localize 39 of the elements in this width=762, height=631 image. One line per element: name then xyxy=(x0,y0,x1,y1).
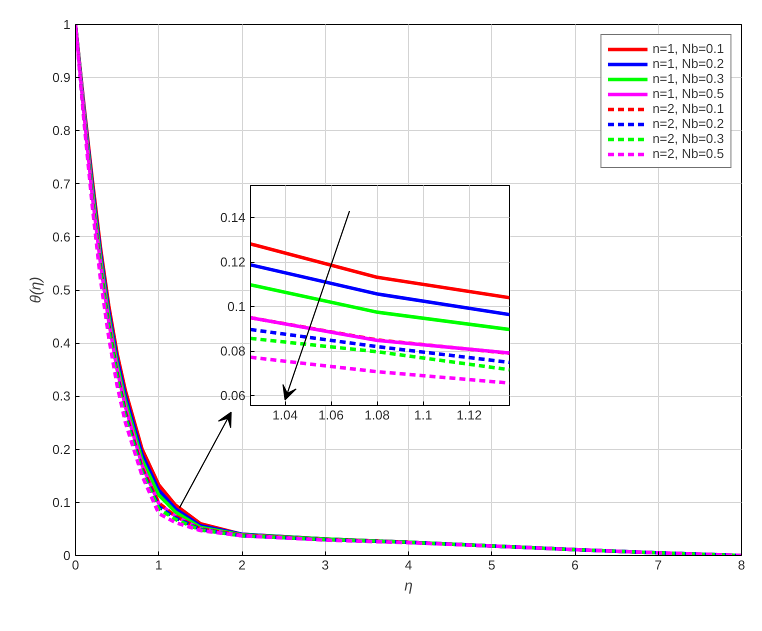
legend-label: n=1, Nb=0.2 xyxy=(652,56,724,71)
legend-label: n=2, Nb=0.3 xyxy=(652,131,724,146)
legend-label: n=1, Nb=0.5 xyxy=(652,86,724,101)
x-tick-label: 1.06 xyxy=(318,408,344,422)
y-tick-label: 0.1 xyxy=(52,494,71,510)
y-tick-label: 0.4 xyxy=(52,336,71,351)
x-tick-label: 5 xyxy=(488,558,496,572)
x-tick-label: 6 xyxy=(571,558,579,572)
y-tick-label: 0.5 xyxy=(52,282,71,298)
y-tick-label: 0 xyxy=(63,548,71,563)
y-tick-label: 0.2 xyxy=(52,442,71,457)
legend-label: n=2, Nb=0.5 xyxy=(652,146,724,161)
y-tick-label: 1 xyxy=(63,17,71,32)
y-tick-label: 0.6 xyxy=(52,229,71,244)
legend-label: n=2, Nb=0.1 xyxy=(652,101,724,116)
x-tick-label: 1.08 xyxy=(364,408,390,422)
y-tick-label: 0.8 xyxy=(52,123,71,138)
x-tick-label: 1.12 xyxy=(456,408,482,422)
y-axis-title: θ(η) xyxy=(27,276,44,304)
x-axis-title: η xyxy=(404,578,413,594)
x-tick-label: 3 xyxy=(322,558,329,572)
y-tick-label: 0.14 xyxy=(220,210,246,226)
legend-label: n=2, Nb=0.2 xyxy=(652,116,724,131)
x-tick-label: 1.1 xyxy=(414,408,432,422)
x-tick-label: 4 xyxy=(404,558,412,572)
y-tick-label: 0.12 xyxy=(220,254,246,270)
y-tick-label: 0.3 xyxy=(52,388,71,404)
y-tick-label: 0.1 xyxy=(227,299,246,314)
y-tick-label: 0.9 xyxy=(52,70,71,86)
x-tick-label: 2 xyxy=(238,558,246,572)
y-tick-label: 0.08 xyxy=(220,344,246,359)
x-tick-label: 7 xyxy=(654,558,662,572)
legend-label: n=1, Nb=0.1 xyxy=(652,41,724,56)
y-tick-label: 0.7 xyxy=(52,176,71,192)
x-tick-label: 8 xyxy=(738,558,746,572)
x-tick-label: 1 xyxy=(155,558,162,572)
x-tick-label: 1.04 xyxy=(272,408,298,422)
legend-label: n=1, Nb=0.3 xyxy=(652,71,724,86)
y-tick-label: 0.06 xyxy=(220,388,246,403)
